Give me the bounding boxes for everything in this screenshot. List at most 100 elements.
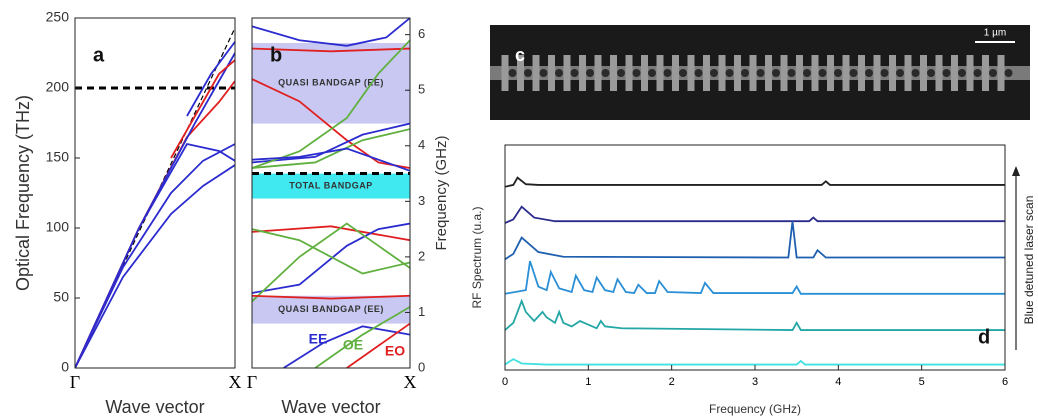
mode-label: OE — [343, 337, 363, 353]
x-axis-label: Wave vector — [281, 397, 380, 417]
tooth — [765, 55, 772, 91]
tooth — [595, 55, 602, 91]
y-tick-label: 150 — [46, 149, 70, 165]
tooth — [734, 55, 741, 91]
y-tick-label: 100 — [46, 219, 70, 235]
x-tick-label: X — [404, 372, 417, 392]
hole — [896, 69, 904, 77]
tooth — [579, 55, 586, 91]
curve — [75, 165, 235, 368]
x-tick-label: Γ — [247, 372, 257, 392]
curve — [505, 261, 1005, 294]
hole — [989, 69, 997, 77]
tooth — [843, 55, 850, 91]
x-tick-label: 6 — [1002, 376, 1008, 388]
hole — [617, 69, 625, 77]
tooth — [750, 55, 757, 91]
hole — [943, 69, 951, 77]
hole — [757, 69, 765, 77]
hole — [524, 69, 532, 77]
side-label: Blue detuned laser scan — [1022, 196, 1036, 325]
x-tick-label: 0 — [502, 376, 508, 388]
curve — [75, 144, 235, 368]
tooth — [564, 55, 571, 91]
x-axis-label: Frequency (GHz) — [709, 402, 801, 416]
hole — [803, 69, 811, 77]
tooth — [533, 55, 540, 91]
scan-arrowhead — [1012, 166, 1020, 176]
x-tick-label: 2 — [669, 376, 675, 388]
tooth — [626, 55, 633, 91]
curve — [505, 359, 1005, 364]
panel-label: c — [515, 45, 525, 65]
y-tick-label: 0 — [418, 359, 425, 374]
hole — [509, 69, 517, 77]
tooth — [781, 55, 788, 91]
y-tick-label: 2 — [418, 248, 425, 263]
tooth — [719, 55, 726, 91]
tooth — [905, 55, 912, 91]
tooth — [796, 55, 803, 91]
y-tick-label: 50 — [53, 289, 69, 305]
y-tick-label: 4 — [418, 137, 425, 152]
curve — [505, 301, 1005, 330]
y-tick-label: 200 — [46, 79, 70, 95]
hole — [974, 69, 982, 77]
hole — [695, 69, 703, 77]
curve — [252, 18, 410, 46]
y-tick-label: 5 — [418, 82, 425, 97]
curve — [75, 144, 235, 368]
hole — [850, 69, 858, 77]
hole — [555, 69, 563, 77]
y-tick-label: 6 — [418, 26, 425, 41]
hole — [540, 69, 548, 77]
tooth — [703, 55, 710, 91]
tooth — [951, 55, 958, 91]
hole — [819, 69, 827, 77]
hole — [958, 69, 966, 77]
x-tick-label: 1 — [585, 376, 591, 388]
y-tick-label: 1 — [418, 304, 425, 319]
tooth — [548, 55, 555, 91]
hole — [1005, 69, 1013, 77]
x-tick-label: X — [229, 372, 242, 392]
hole — [710, 69, 718, 77]
tooth — [672, 55, 679, 91]
hole — [633, 69, 641, 77]
x-tick-label: 5 — [919, 376, 925, 388]
y-axis-label: RF Spectrum (u.a.) — [470, 206, 484, 308]
curve — [505, 221, 1005, 259]
x-axis-label: Wave vector — [105, 397, 204, 417]
y-tick-label: 0 — [61, 359, 69, 375]
hole — [571, 69, 579, 77]
hole — [741, 69, 749, 77]
tooth — [610, 55, 617, 91]
y-axis-label: Optical Frequency (THz) — [13, 95, 33, 291]
tooth — [998, 55, 1005, 91]
y-tick-label: 3 — [418, 193, 425, 208]
tooth — [920, 55, 927, 91]
hole — [927, 69, 935, 77]
tooth — [502, 55, 509, 91]
tooth — [858, 55, 865, 91]
tooth — [812, 55, 819, 91]
tooth — [967, 55, 974, 91]
tooth — [982, 55, 989, 91]
hole — [648, 69, 656, 77]
mode-label: EE — [309, 331, 328, 347]
y-tick-label: 250 — [46, 9, 70, 25]
bandgap-label: QUASI BANDGAP (EE) — [278, 304, 384, 314]
hole — [772, 69, 780, 77]
panel-label: a — [93, 44, 105, 66]
bandgap-label: QUASI BANDGAP (EE) — [278, 78, 384, 88]
tooth — [827, 55, 834, 91]
x-tick-label: Γ — [70, 372, 80, 392]
tooth — [657, 55, 664, 91]
panel-label: b — [270, 44, 282, 66]
hole — [726, 69, 734, 77]
x-tick-label: 4 — [835, 376, 841, 388]
tooth — [641, 55, 648, 91]
hole — [788, 69, 796, 77]
hole — [602, 69, 610, 77]
tooth — [688, 55, 695, 91]
